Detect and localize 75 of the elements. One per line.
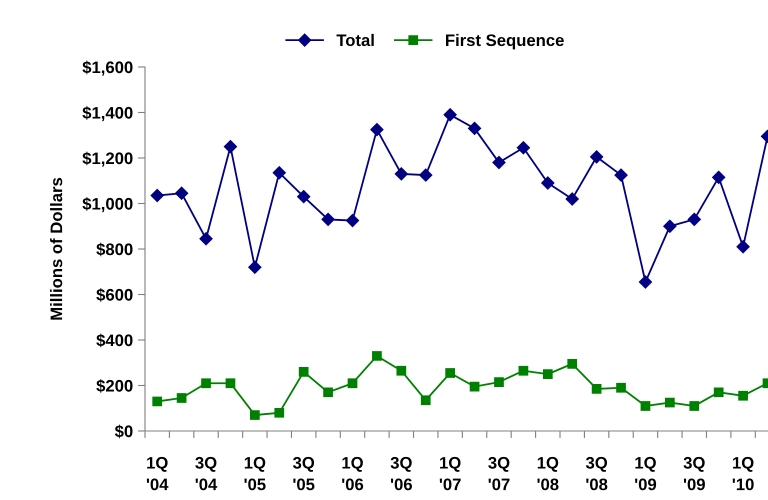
- point: [150, 188, 164, 202]
- point: [370, 122, 384, 136]
- point: [542, 369, 553, 379]
- point: [176, 393, 186, 403]
- point: [444, 108, 457, 122]
- point: [492, 156, 506, 170]
- y-tick-label: $600: [96, 288, 133, 302]
- point: [248, 260, 262, 274]
- point: [614, 168, 628, 182]
- y-tick-label: $1,200: [82, 152, 133, 167]
- point: [736, 240, 750, 254]
- point: [420, 395, 431, 406]
- x-tick-label: 1Q '05: [244, 456, 266, 490]
- point: [638, 275, 652, 289]
- point: [468, 122, 482, 136]
- point: [372, 351, 382, 361]
- point: [494, 377, 504, 387]
- point: [175, 186, 188, 200]
- point: [518, 366, 528, 376]
- point: [323, 387, 333, 398]
- point: [712, 170, 726, 184]
- y-tick-label: $1,600: [82, 60, 133, 76]
- point: [541, 176, 554, 190]
- point: [470, 382, 480, 392]
- point: [689, 401, 700, 411]
- point: [396, 366, 406, 376]
- point: [738, 390, 748, 401]
- point: [592, 384, 602, 394]
- x-tick-label: 3Q '07: [488, 456, 510, 490]
- point: [566, 192, 579, 206]
- y-axis-title: Millions of Dollars: [50, 178, 62, 320]
- x-tick-label: 3Q '08: [586, 456, 608, 490]
- point: [590, 150, 604, 164]
- point: [152, 396, 162, 406]
- x-tick-label: 1Q '10: [732, 456, 754, 490]
- x-tick-label: 1Q '06: [342, 456, 364, 490]
- point: [250, 410, 260, 420]
- x-tick-label: 1Q '07: [440, 456, 461, 490]
- x-tick-label: 3Q '04: [195, 456, 218, 490]
- point: [516, 141, 530, 154]
- point: [714, 387, 724, 398]
- point: [567, 359, 578, 369]
- y-tick-label: $200: [96, 379, 133, 393]
- point: [224, 140, 238, 154]
- point: [199, 232, 213, 246]
- point: [272, 166, 286, 180]
- point: [419, 168, 432, 182]
- point: [322, 212, 335, 226]
- point: [663, 220, 676, 233]
- point: [298, 366, 309, 377]
- point: [665, 398, 675, 408]
- point: [348, 378, 358, 388]
- y-tick-label: $0: [114, 424, 133, 438]
- point: [616, 382, 626, 393]
- point: [640, 401, 650, 411]
- x-tick-label: 1Q '04: [146, 456, 168, 490]
- point: [201, 378, 211, 388]
- y-tick-label: $1,000: [82, 197, 133, 212]
- y-tick-label: $1,400: [82, 106, 133, 122]
- point: [297, 190, 310, 204]
- x-tick-label: 1Q '08: [537, 456, 559, 490]
- point: [274, 408, 284, 418]
- point: [688, 212, 701, 226]
- point: [346, 214, 360, 228]
- legend-label: Total: [336, 34, 374, 46]
- point: [394, 167, 408, 181]
- y-tick-label: $800: [96, 242, 133, 256]
- point: [226, 378, 236, 388]
- x-tick-label: 3Q '06: [390, 456, 412, 490]
- x-tick-label: 1Q '09: [635, 456, 656, 490]
- x-tick-label: 3Q '05: [292, 456, 314, 490]
- y-tick-label: $400: [96, 334, 133, 348]
- legend-label: First Sequence: [446, 34, 564, 50]
- point: [445, 368, 456, 378]
- x-tick-label: 3Q '09: [684, 456, 705, 490]
